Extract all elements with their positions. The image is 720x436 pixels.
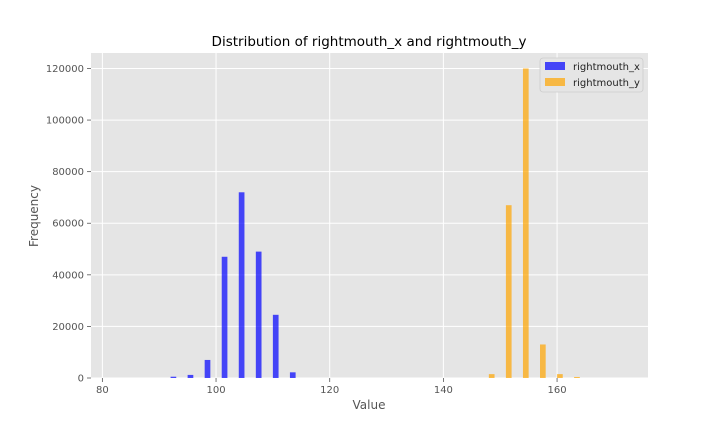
bar-rightmouth-x: [255, 251, 262, 378]
bar-rightmouth-y: [522, 68, 529, 378]
x-tick-label: 140: [434, 385, 453, 396]
x-axis-label: Value: [353, 398, 386, 412]
bar-rightmouth-x: [170, 376, 177, 378]
y-tick-label: 120000: [46, 64, 84, 75]
bar-rightmouth-y: [557, 374, 563, 378]
bar-rightmouth-x: [272, 314, 279, 378]
x-tick-label: 120: [320, 385, 339, 396]
y-tick-label: 0: [78, 374, 84, 385]
y-tick-label: 20000: [52, 322, 84, 333]
bars: [170, 68, 580, 378]
bar-rightmouth-x: [221, 256, 228, 378]
y-axis-ticks: 0 20000 40000 60000 80000 100000 120000: [46, 64, 91, 385]
legend: rightmouth_x rightmouth_y: [539, 57, 644, 93]
legend-label-rightmouth-y: rightmouth_y: [573, 78, 640, 89]
y-tick-label: 80000: [52, 167, 84, 178]
bar-rightmouth-y: [540, 344, 546, 378]
plot-background: [91, 53, 648, 378]
bar-rightmouth-x: [187, 374, 194, 378]
x-tick-label: 100: [206, 385, 225, 396]
x-tick-label: 80: [96, 385, 109, 396]
bar-rightmouth-y: [488, 374, 495, 378]
legend-label-rightmouth-x: rightmouth_x: [573, 62, 640, 73]
bar-rightmouth-y: [505, 205, 512, 378]
grid: [91, 53, 648, 379]
bar-rightmouth-x: [238, 192, 245, 378]
y-tick-label: 100000: [46, 116, 84, 127]
bar-rightmouth-y: [574, 376, 580, 378]
x-tick-label: 160: [548, 385, 567, 396]
y-tick-label: 60000: [52, 219, 84, 230]
y-axis-label: Frequency: [27, 185, 41, 247]
y-tick-label: 40000: [52, 270, 84, 281]
bar-rightmouth-x: [204, 359, 211, 378]
x-axis-ticks: 80 100 120 140 160: [96, 378, 567, 396]
legend-box: [539, 57, 644, 93]
legend-swatch-rightmouth-x: [545, 62, 565, 70]
chart-title: Distribution of rightmouth_x and rightmo…: [212, 34, 527, 50]
legend-swatch-rightmouth-y: [545, 78, 565, 86]
bar-rightmouth-x: [289, 372, 296, 378]
